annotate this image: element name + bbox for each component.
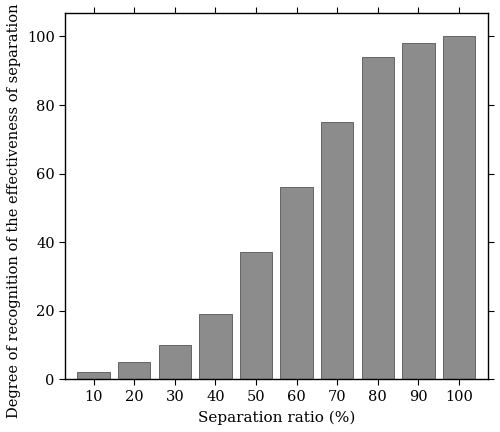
Bar xyxy=(321,122,354,379)
Y-axis label: Degree of recognition of the effectiveness of separation (%): Degree of recognition of the effectivene… xyxy=(7,0,22,418)
Bar xyxy=(280,187,313,379)
Bar xyxy=(240,252,272,379)
Bar xyxy=(199,314,232,379)
Bar xyxy=(118,362,150,379)
Bar xyxy=(158,345,191,379)
X-axis label: Separation ratio (%): Separation ratio (%) xyxy=(198,411,355,425)
Bar xyxy=(78,372,110,379)
Bar xyxy=(402,43,434,379)
Bar xyxy=(443,36,476,379)
Bar xyxy=(362,57,394,379)
